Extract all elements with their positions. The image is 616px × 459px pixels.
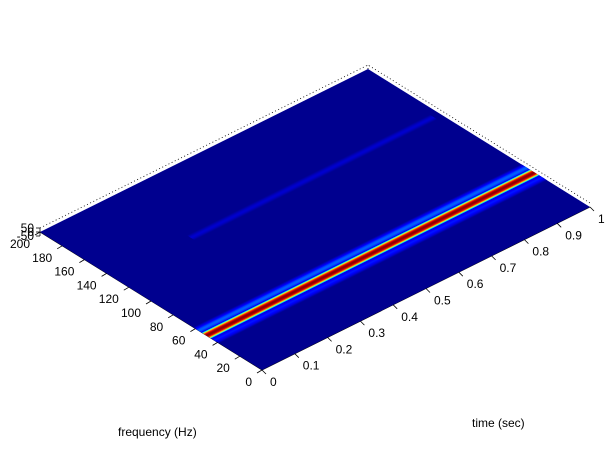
frequency-tick-label: 100	[121, 306, 141, 320]
frequency-tick-label: 0	[245, 375, 252, 389]
ridge-layer	[186, 114, 547, 344]
frequency-tick-label: 60	[172, 334, 186, 348]
frequency-tick-label: 140	[77, 278, 97, 292]
time-tick-label: 0.9	[565, 228, 582, 242]
time-tick-label: 1	[598, 212, 605, 226]
z-axis: 500-50	[17, 221, 41, 243]
time-axis: 0 0.1 0.2 0.3 0.4 0.5 0.6 0.7 0.8 0.9 1	[261, 206, 605, 389]
frequency-tick-label: 40	[194, 347, 208, 361]
frequency-tick-label: 180	[32, 251, 52, 265]
frequency-axis-label: frequency (Hz)	[118, 425, 197, 439]
ridge-band	[213, 176, 543, 341]
time-tick-label: 0.4	[401, 310, 418, 324]
time-tick-label: 0.1	[303, 359, 320, 373]
frequency-tick-label: 120	[99, 292, 119, 306]
ridge-band	[197, 167, 528, 332]
time-tick-label: 0.6	[467, 277, 484, 291]
time-axis-label: time (sec)	[472, 416, 525, 430]
z-tick-label: 50	[21, 221, 35, 235]
time-tick-label: 0.8	[532, 245, 549, 259]
frequency-tick-label: 200	[10, 237, 30, 251]
surface-floor	[40, 69, 590, 370]
ridge-band	[190, 116, 435, 239]
time-tick-label: 0.3	[368, 326, 385, 340]
time-tick-label: 0.7	[500, 261, 517, 275]
z-tick-label: -50	[17, 229, 35, 243]
ridge-band	[205, 172, 536, 336]
frequency-tick-label: 80	[150, 320, 164, 334]
z-tick-label: 0	[27, 225, 34, 239]
surface-plot	[40, 69, 590, 370]
time-tick-label: 0	[270, 375, 277, 389]
frequency-tick-label: 20	[216, 361, 230, 375]
time-tick-label: 0.2	[336, 342, 353, 356]
time-tick-label: 0.5	[434, 294, 451, 308]
frequency-tick-label: 160	[54, 265, 74, 279]
